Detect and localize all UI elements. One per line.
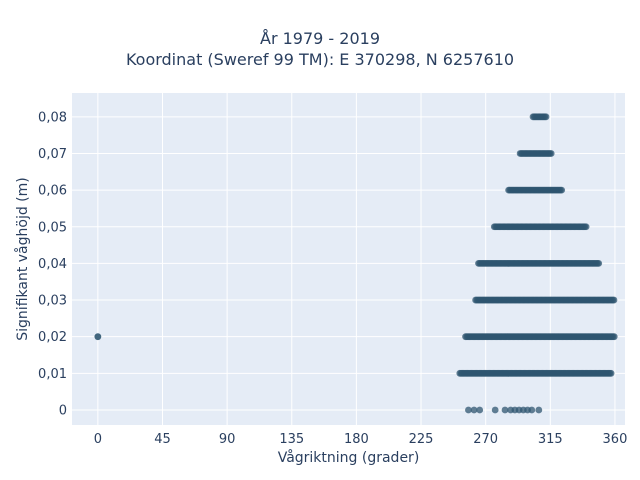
chart-title-line-1: År 1979 - 2019 xyxy=(260,29,380,48)
y-axis-ticks: 0 0,01 0,02 0,03 0,04 0,05 0,06 0,07 0,08 xyxy=(38,110,67,418)
x-tick-label: 45 xyxy=(154,432,171,447)
x-tick-label: 315 xyxy=(538,432,563,447)
grid-lines xyxy=(72,93,625,425)
data-point xyxy=(582,223,590,231)
y-tick-label: 0,03 xyxy=(38,294,67,309)
y-tick-label: 0,04 xyxy=(38,257,67,272)
x-tick-label: 180 xyxy=(344,432,369,447)
data-point xyxy=(542,113,550,121)
data-point xyxy=(558,186,566,194)
data-point xyxy=(595,259,603,267)
plot-background xyxy=(72,93,625,425)
data-point xyxy=(476,406,484,414)
y-axis-label: Signifikant våghöjd (m) xyxy=(14,177,31,340)
chart-title-line-2: Koordinat (Sweref 99 TM): E 370298, N 62… xyxy=(125,50,515,69)
x-tick-label: 0 xyxy=(94,432,102,447)
data-point xyxy=(610,296,618,304)
y-tick-label: 0,02 xyxy=(38,330,67,345)
x-tick-label: 135 xyxy=(279,432,304,447)
y-tick-label: 0,08 xyxy=(38,110,67,125)
data-point xyxy=(610,333,618,341)
data-point xyxy=(535,406,543,414)
y-tick-label: 0,07 xyxy=(38,147,67,162)
data-point xyxy=(528,406,536,414)
x-tick-label: 90 xyxy=(219,432,236,447)
y-tick-label: 0,01 xyxy=(38,367,67,382)
x-tick-label: 360 xyxy=(603,432,628,447)
x-tick-label: 225 xyxy=(409,432,434,447)
data-point xyxy=(465,406,472,414)
x-axis-label: Vågriktning (grader) xyxy=(278,449,420,466)
data-points xyxy=(94,113,618,414)
y-tick-label: 0,06 xyxy=(38,184,67,199)
data-point xyxy=(94,333,102,341)
x-tick-label: 270 xyxy=(473,432,498,447)
x-axis-ticks: 0 45 90 135 180 225 270 315 360 xyxy=(94,432,628,447)
data-point xyxy=(501,406,509,414)
data-point xyxy=(470,406,478,414)
y-tick-label: 0,05 xyxy=(38,220,67,235)
y-tick-label: 0 xyxy=(59,403,67,418)
data-point xyxy=(491,406,499,414)
data-point xyxy=(547,150,555,157)
data-point xyxy=(607,369,615,377)
